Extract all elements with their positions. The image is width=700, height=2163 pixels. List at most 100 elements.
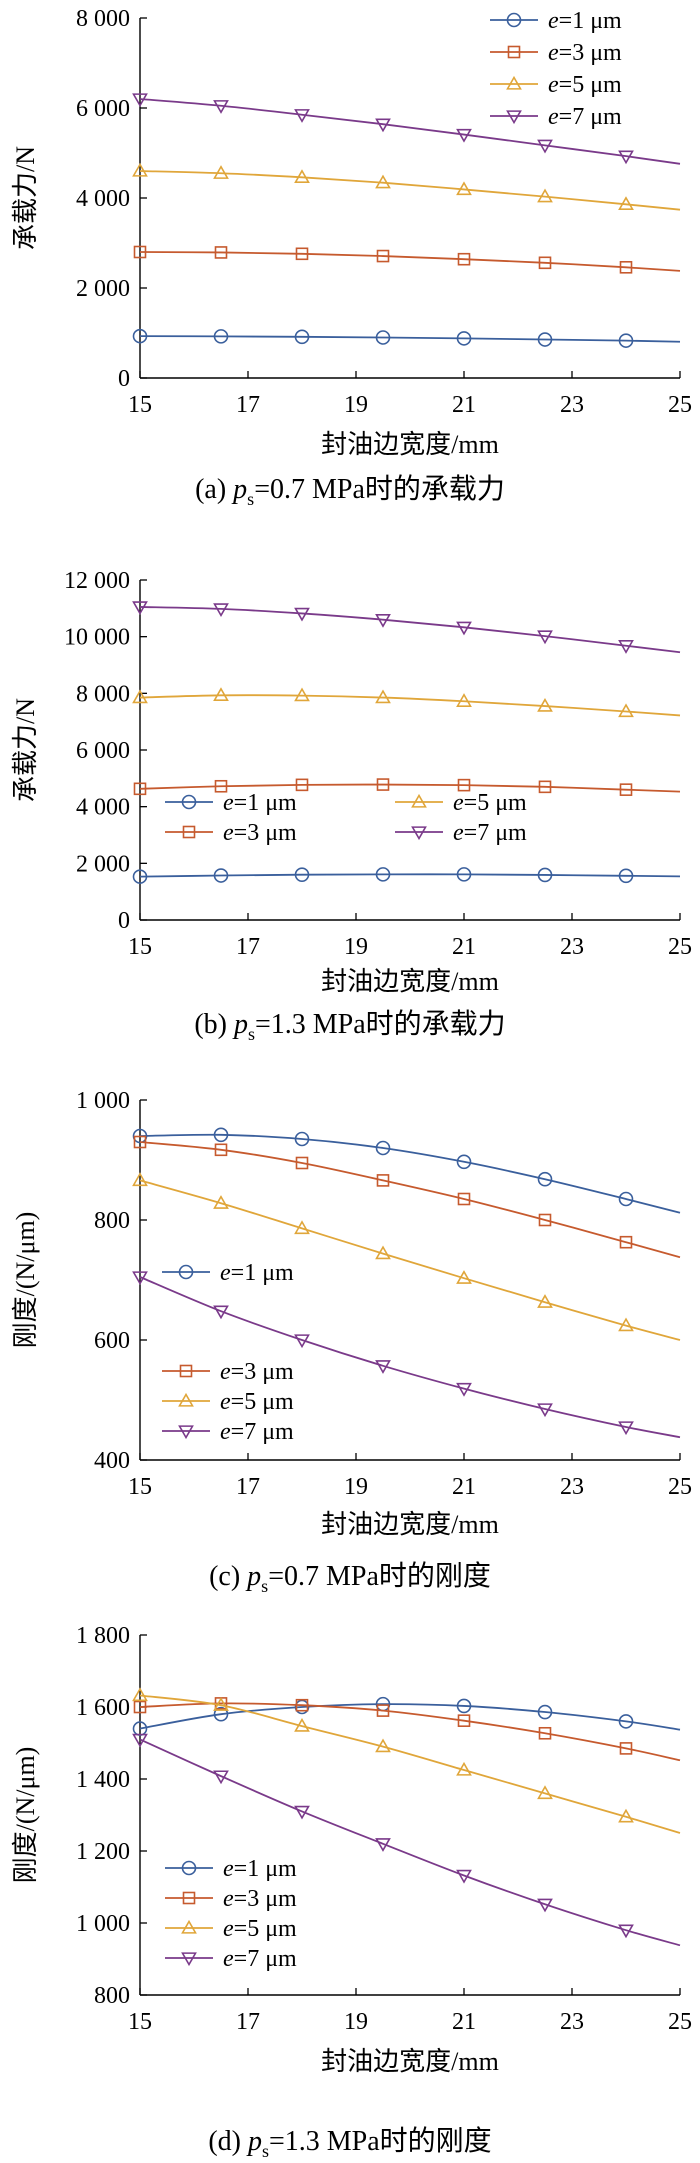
data-point	[619, 1742, 633, 1755]
y-axis-label: 刚度/(N/μm)	[11, 1212, 40, 1349]
legend-variable: e	[223, 820, 234, 846]
data-point	[456, 1869, 472, 1884]
legend-label: e=7 μm	[223, 1946, 297, 1972]
data-point	[133, 1700, 147, 1714]
legend-value: =1 μm	[559, 8, 622, 34]
legend-marker	[178, 1425, 194, 1440]
series-line	[139, 1694, 681, 1834]
data-point	[537, 1403, 553, 1418]
y-tick-label: 1 600	[76, 1695, 130, 1721]
legend-label: e=1 μm	[548, 8, 622, 34]
x-tick-label: 25	[668, 2009, 692, 2035]
data-point	[132, 1733, 148, 1748]
data-point	[295, 247, 309, 261]
y-tick-label: 10 000	[64, 625, 130, 651]
legend-marker	[181, 794, 197, 810]
data-point	[375, 1360, 391, 1374]
data-point	[456, 1382, 472, 1397]
axes: 15 17 19 21 23 25 0 2 000 4 000 6 000 8 000	[76, 6, 692, 418]
legend-value: =3 μm	[559, 40, 622, 66]
x-tick-label: 19	[344, 392, 368, 418]
legend-item: e=7 μm	[395, 820, 527, 846]
legend-item: e=3 μm	[165, 1886, 297, 1912]
y-tick-label: 0	[118, 366, 130, 392]
data-point	[457, 1192, 471, 1206]
legend-variable: e	[220, 1260, 231, 1286]
data-point	[294, 867, 310, 882]
x-tick-label: 17	[236, 1474, 260, 1500]
legend-marker	[506, 110, 522, 125]
caption-text: =1.3 MPa时的承载力	[255, 1008, 506, 1040]
data-point	[213, 165, 229, 179]
data-point	[538, 780, 552, 794]
figure-caption: (b) ps=1.3 MPa时的承载力	[194, 1008, 505, 1044]
data-point	[456, 1270, 472, 1284]
data-point	[294, 1131, 310, 1147]
data-point	[132, 93, 148, 108]
x-axis-label: 封油边宽度/mm	[321, 2047, 499, 2076]
data-point	[213, 868, 229, 883]
data-point	[294, 329, 310, 345]
legend-label: e=1 μm	[223, 1856, 297, 1882]
caption-text: =0.7 MPa时的刚度	[268, 1560, 491, 1592]
data-point	[132, 1172, 148, 1187]
legend-variable: e	[548, 40, 559, 66]
legend-value: =7 μm	[464, 820, 527, 846]
legend-variable: e	[220, 1419, 231, 1445]
legend-variable: e	[223, 790, 234, 816]
data-point	[375, 613, 391, 628]
series-line	[139, 783, 681, 793]
legend-marker	[506, 12, 522, 28]
x-tick-label: 23	[560, 392, 584, 418]
legend-value: =1 μm	[234, 1856, 297, 1882]
legend-variable: e	[223, 1946, 234, 1972]
data-point	[376, 249, 390, 263]
series-4	[132, 1733, 681, 1947]
y-tick-label: 4 000	[76, 795, 130, 821]
legend-variable: e	[223, 1856, 234, 1882]
legend-marker	[179, 1364, 193, 1378]
data-point	[294, 687, 310, 702]
caption-prefix: (c)	[209, 1561, 247, 1592]
data-point	[456, 128, 472, 143]
data-point	[132, 689, 148, 704]
data-point	[294, 1699, 310, 1715]
legend-label: e=3 μm	[220, 1359, 294, 1385]
legend-label: e=5 μm	[548, 72, 622, 98]
legend-variable: e	[548, 72, 559, 98]
x-axis-label: 封油边宽度/mm	[321, 967, 499, 996]
data-point	[537, 139, 553, 154]
data-point	[294, 1220, 310, 1235]
chart-panel-a: 15 17 19 21 23 25 0 2 000 4 000 6 000 8 000 承载力/N 封油…	[11, 6, 692, 509]
data-point	[618, 703, 634, 718]
data-point	[294, 1805, 310, 1820]
x-tick-label: 23	[560, 934, 584, 960]
data-point	[375, 1738, 391, 1753]
series-line	[139, 694, 681, 717]
y-tick-label: 8 000	[76, 681, 130, 707]
series-line	[139, 170, 681, 211]
data-point	[133, 245, 147, 259]
series-line	[139, 1703, 681, 1731]
data-point	[294, 169, 310, 183]
legend-marker	[181, 1919, 197, 1934]
legend-item: e=7 μm	[162, 1419, 294, 1445]
caption-variable: p	[246, 2126, 262, 2157]
legend-value: =1 μm	[231, 1260, 294, 1286]
legend-variable: e	[220, 1359, 231, 1385]
data-point	[456, 1698, 472, 1714]
data-point	[618, 640, 634, 654]
legend-marker	[182, 825, 196, 839]
series-1	[132, 1696, 681, 1736]
series-2	[133, 1135, 681, 1259]
y-tick-label: 800	[94, 1208, 130, 1234]
series-line	[139, 98, 681, 165]
legend-label: e=5 μm	[223, 1916, 297, 1942]
series-line	[139, 1141, 681, 1259]
x-tick-label: 19	[344, 934, 368, 960]
data-point	[456, 1761, 472, 1776]
data-point	[537, 867, 553, 883]
series-line	[139, 1133, 681, 1214]
data-point	[294, 109, 310, 123]
